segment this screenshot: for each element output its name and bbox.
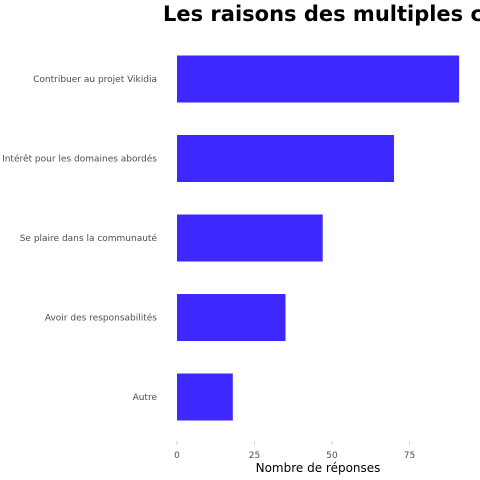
category-label-1: Intérêt pour les domaines abordés [2,154,157,165]
category-label-3: Avoir des responsabilités [45,313,157,324]
category-label-0: Contribuer au projet Vikidia [33,75,157,85]
bar-0 [177,55,460,103]
category-label-4: Autre [133,393,158,403]
category-label-2: Se plaire dans la communauté [20,233,158,244]
chart-title: Les raisons des multiples contr [163,2,480,26]
x-tick-label-3: 75 [404,451,415,461]
category-labels: Contribuer au projet Vikidia Intérêt pour… [2,75,157,403]
bar-4 [177,373,233,421]
bar-3 [177,294,286,341]
x-tick-label-2: 50 [326,451,338,461]
x-axis-title: Nombre de réponses [256,461,381,475]
x-tick-label-0: 0 [174,451,180,461]
x-axis-ticks: 0 25 50 75 [174,441,415,461]
bar-1 [177,135,394,182]
x-tick-label-1: 25 [249,451,260,461]
bars-layer [177,55,460,421]
bar-2 [177,214,323,262]
